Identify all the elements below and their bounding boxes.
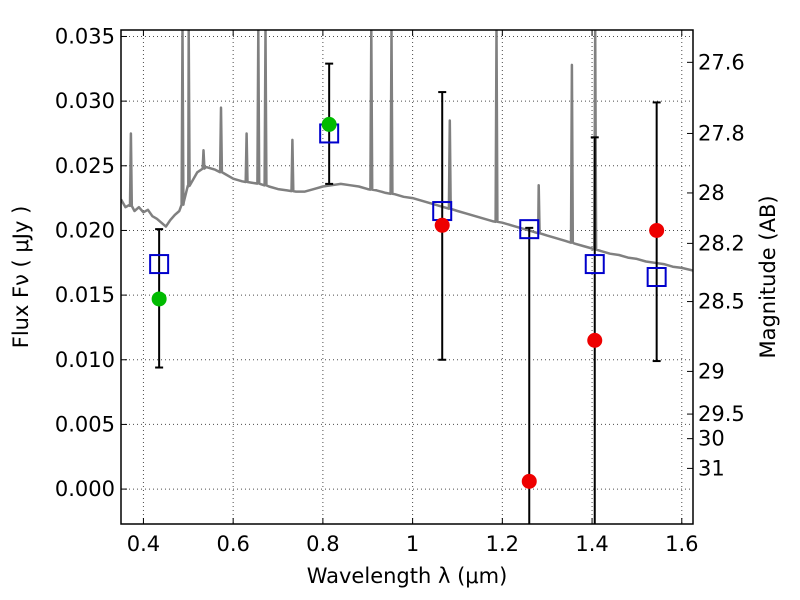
plot-background <box>121 30 693 524</box>
detection-point <box>151 291 167 307</box>
plot-frame <box>120 29 694 525</box>
x-tick-label: 1.6 <box>665 532 698 556</box>
nondetection-point <box>649 222 665 238</box>
y-axis-title: Flux Fν ( μJy ) <box>9 206 33 349</box>
y-tick-label: 0.035 <box>55 24 115 48</box>
x-axis-title: Wavelength λ (μm) <box>307 564 508 588</box>
model-square-point <box>149 254 170 275</box>
x-tick-label: 0.4 <box>127 532 160 556</box>
y-tick-label: 0.010 <box>55 348 115 372</box>
x-tick-label: 1.4 <box>575 532 608 556</box>
model-square-point <box>519 219 540 240</box>
y-axis-right-title: Magnitude (AB) <box>756 195 780 358</box>
x-tick-label: 0.8 <box>306 532 339 556</box>
x-tick-label: 1 <box>406 532 419 556</box>
markers-layer <box>149 62 667 524</box>
right-tick-label: 30 <box>698 427 725 451</box>
nondetection-point <box>434 217 450 233</box>
x-tick-label: 1.2 <box>486 532 519 556</box>
y-tick-label: 0.025 <box>55 154 115 178</box>
right-tick-label: 29 <box>698 359 725 383</box>
y-tick-label: 0.015 <box>55 283 115 307</box>
nondetection-point <box>587 332 603 348</box>
y-tick-label: 0.005 <box>55 412 115 436</box>
right-tick-label: 27.8 <box>698 121 745 145</box>
spectrum-line <box>121 30 693 272</box>
nondetection-point <box>521 473 537 489</box>
ticks: 0.4 0.6 0.8 1 1.2 1.4 1.6 0.000 0.005 0.010 0.015 0… <box>55 24 745 556</box>
detection-point <box>321 116 337 132</box>
right-tick-label: 28.2 <box>698 231 745 255</box>
right-tick-label: 28 <box>698 181 725 205</box>
model-square-point <box>646 267 667 287</box>
right-tick-label: 31 <box>698 456 725 480</box>
y-tick-label: 0.030 <box>55 89 115 113</box>
right-tick-label: 28.5 <box>698 290 745 314</box>
y-tick-label: 0.000 <box>55 477 115 501</box>
right-tick-label: 27.6 <box>698 50 745 74</box>
y-tick-label: 0.020 <box>55 218 115 242</box>
grid <box>121 30 693 524</box>
data-layer <box>121 30 693 272</box>
model-square-point <box>584 254 605 275</box>
right-tick-label: 29.5 <box>698 402 745 426</box>
x-tick-label: 0.6 <box>216 532 249 556</box>
